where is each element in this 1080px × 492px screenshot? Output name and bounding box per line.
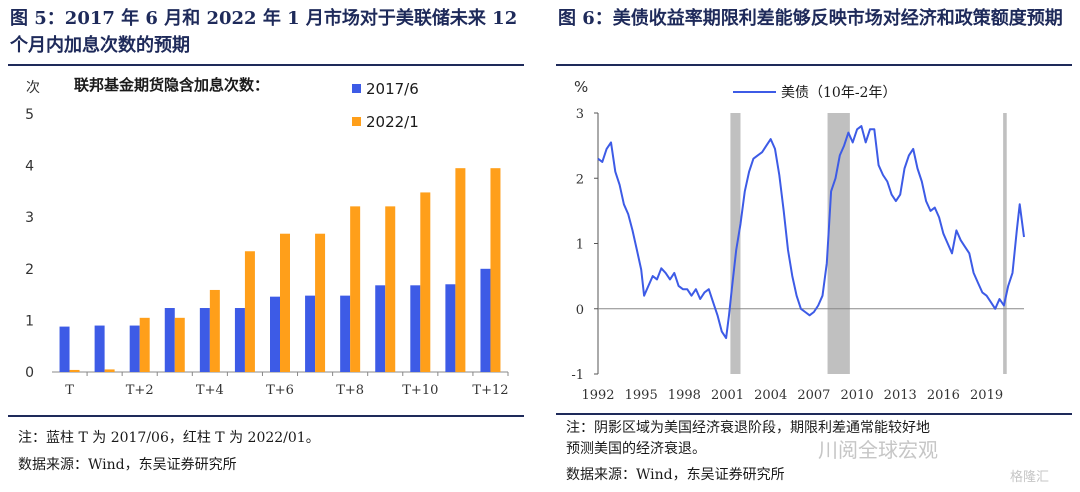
bar-2017-T+3 <box>164 308 175 372</box>
x-tick-label-2010: 2010 <box>841 388 874 403</box>
x-tick-label-2001: 2001 <box>711 388 744 403</box>
bar-2022-T+5 <box>244 251 255 372</box>
right-note-line1: 注：阴影区域为美国经济衰退阶段，期限利差通常能较好地 <box>566 420 930 436</box>
bar-2017-T+9 <box>375 285 386 372</box>
y-tick-label: 2 <box>576 172 584 187</box>
x-tick-label-2004: 2004 <box>754 388 787 403</box>
x-tick-label-1995: 1995 <box>625 388 658 403</box>
wechat-watermark: 川阅全球宏观 <box>818 438 938 462</box>
bar-2022-T+3 <box>174 317 185 372</box>
bar-2017-T+10 <box>410 285 421 372</box>
bar-2017-T+5 <box>234 308 245 372</box>
y-tick-label: 3 <box>25 210 34 226</box>
left-note: 注：蓝柱 T 为 2017/06，红柱 T 为 2022/01。 <box>18 430 320 446</box>
y-tick-label: 1 <box>576 238 584 253</box>
x-tick-label-T+10: T+10 <box>402 383 438 398</box>
bar-2017-T+4 <box>199 308 210 372</box>
right-figure-panel: 图 6：美债收益率期限利差能够反映市场对经济和政策额度预期 % 3 2 1 0 -1 199… <box>548 0 1080 492</box>
right-note-rule <box>556 413 1072 415</box>
right-line-chart: % 3 2 1 0 -1 1992 1995 1998 2001 2004 2007 2010 2013 2… <box>571 78 1025 403</box>
y-tick-label: 0 <box>25 365 34 381</box>
x-tick-label-1998: 1998 <box>668 388 701 403</box>
recession-band-2 <box>1003 113 1007 374</box>
bar-2022-T+6 <box>280 233 290 372</box>
bar-2022-T <box>69 369 80 372</box>
bar-2017-T <box>59 326 70 372</box>
bar-2022-T+10 <box>420 192 431 372</box>
y-tick-label: 3 <box>576 107 584 122</box>
y-tick-label: 5 <box>25 107 34 123</box>
x-tick-label-2013: 2013 <box>884 388 917 403</box>
bar-2017-T+12 <box>480 268 491 372</box>
right-figure-title: 图 6：美债收益率期限利差能够反映市场对经济和政策额度预期 <box>558 8 1063 29</box>
right-title-rule <box>556 64 1072 66</box>
left-source: 数据来源：Wind，东吴证券研究所 <box>18 457 237 473</box>
bar-2022-T+9 <box>385 206 396 372</box>
bar-2022-T+4 <box>209 289 220 372</box>
x-tick-label-T+4: T+4 <box>196 383 224 398</box>
y-tick-label: -1 <box>571 368 584 383</box>
x-tick-label-2007: 2007 <box>797 388 830 403</box>
bar-2017-T+8 <box>340 295 351 372</box>
left-title-rule <box>8 64 524 66</box>
left-figure-title: 图 5：2017 年 6 月和 2022 年 1 月市场对于美联储未来 12 个… <box>10 8 518 56</box>
x-tick-label-T: T <box>65 383 74 398</box>
left-figure-panel: 图 5：2017 年 6 月和 2022 年 1 月市场对于美联储未来 12 个… <box>0 0 532 492</box>
legend-swatch-0 <box>352 84 361 93</box>
bar-2022-T+8 <box>350 206 361 372</box>
bar-2022-T+7 <box>315 233 326 372</box>
right-note-line2: 预测美国的经济衰退。 <box>566 441 706 457</box>
legend-swatch-1 <box>352 117 361 126</box>
x-tick-label-T+2: T+2 <box>126 383 154 398</box>
bar-2022-T+12 <box>490 168 501 372</box>
bar-2022-T+1 <box>104 369 115 372</box>
x-tick-label-T+12: T+12 <box>472 383 508 398</box>
bar-2022-T+11 <box>455 168 466 372</box>
right-source: 数据来源：Wind，东吴证券研究所 <box>566 467 785 483</box>
bar-2022-T+2 <box>139 317 150 372</box>
y-tick-label: 4 <box>25 159 34 175</box>
x-tick-label-2019: 2019 <box>970 388 1003 403</box>
bar-2017-T+7 <box>305 295 316 372</box>
recession-band-1 <box>827 113 850 374</box>
x-tick-label-2016: 2016 <box>927 388 960 403</box>
gelonghui-watermark: 格隆汇 <box>1010 470 1050 485</box>
legend-label-0: 2017/6 <box>366 80 419 98</box>
left-bar-chart: 次 联邦基金期货隐含加息次数： 0 1 2 3 4 5 T T+2 T+4 T+6 T+8 T+10 T+1… <box>25 76 508 398</box>
recession-band-0 <box>730 113 741 374</box>
legend-label-1: 2022/1 <box>366 113 419 131</box>
y-axis-unit: % <box>574 78 588 96</box>
legend-label: 美债（10年-2年） <box>781 85 896 101</box>
bar-2017-T+6 <box>270 296 280 372</box>
bar-2017-T+1 <box>94 325 105 372</box>
x-tick-label-T+6: T+6 <box>266 383 294 398</box>
y-tick-label: 1 <box>25 313 34 329</box>
y-axis-unit: 次 <box>26 80 40 96</box>
y-tick-label: 2 <box>25 262 34 278</box>
bar-2017-T+11 <box>445 284 456 372</box>
y-tick-label: 0 <box>576 303 584 318</box>
bar-2017-T+2 <box>129 325 140 372</box>
chart-inner-title: 联邦基金期货隐含加息次数： <box>74 76 269 94</box>
x-tick-label-1992: 1992 <box>581 388 614 403</box>
series-line-10y-2y <box>597 125 1025 340</box>
x-tick-label-T+8: T+8 <box>336 383 364 398</box>
left-note-rule <box>8 415 524 417</box>
